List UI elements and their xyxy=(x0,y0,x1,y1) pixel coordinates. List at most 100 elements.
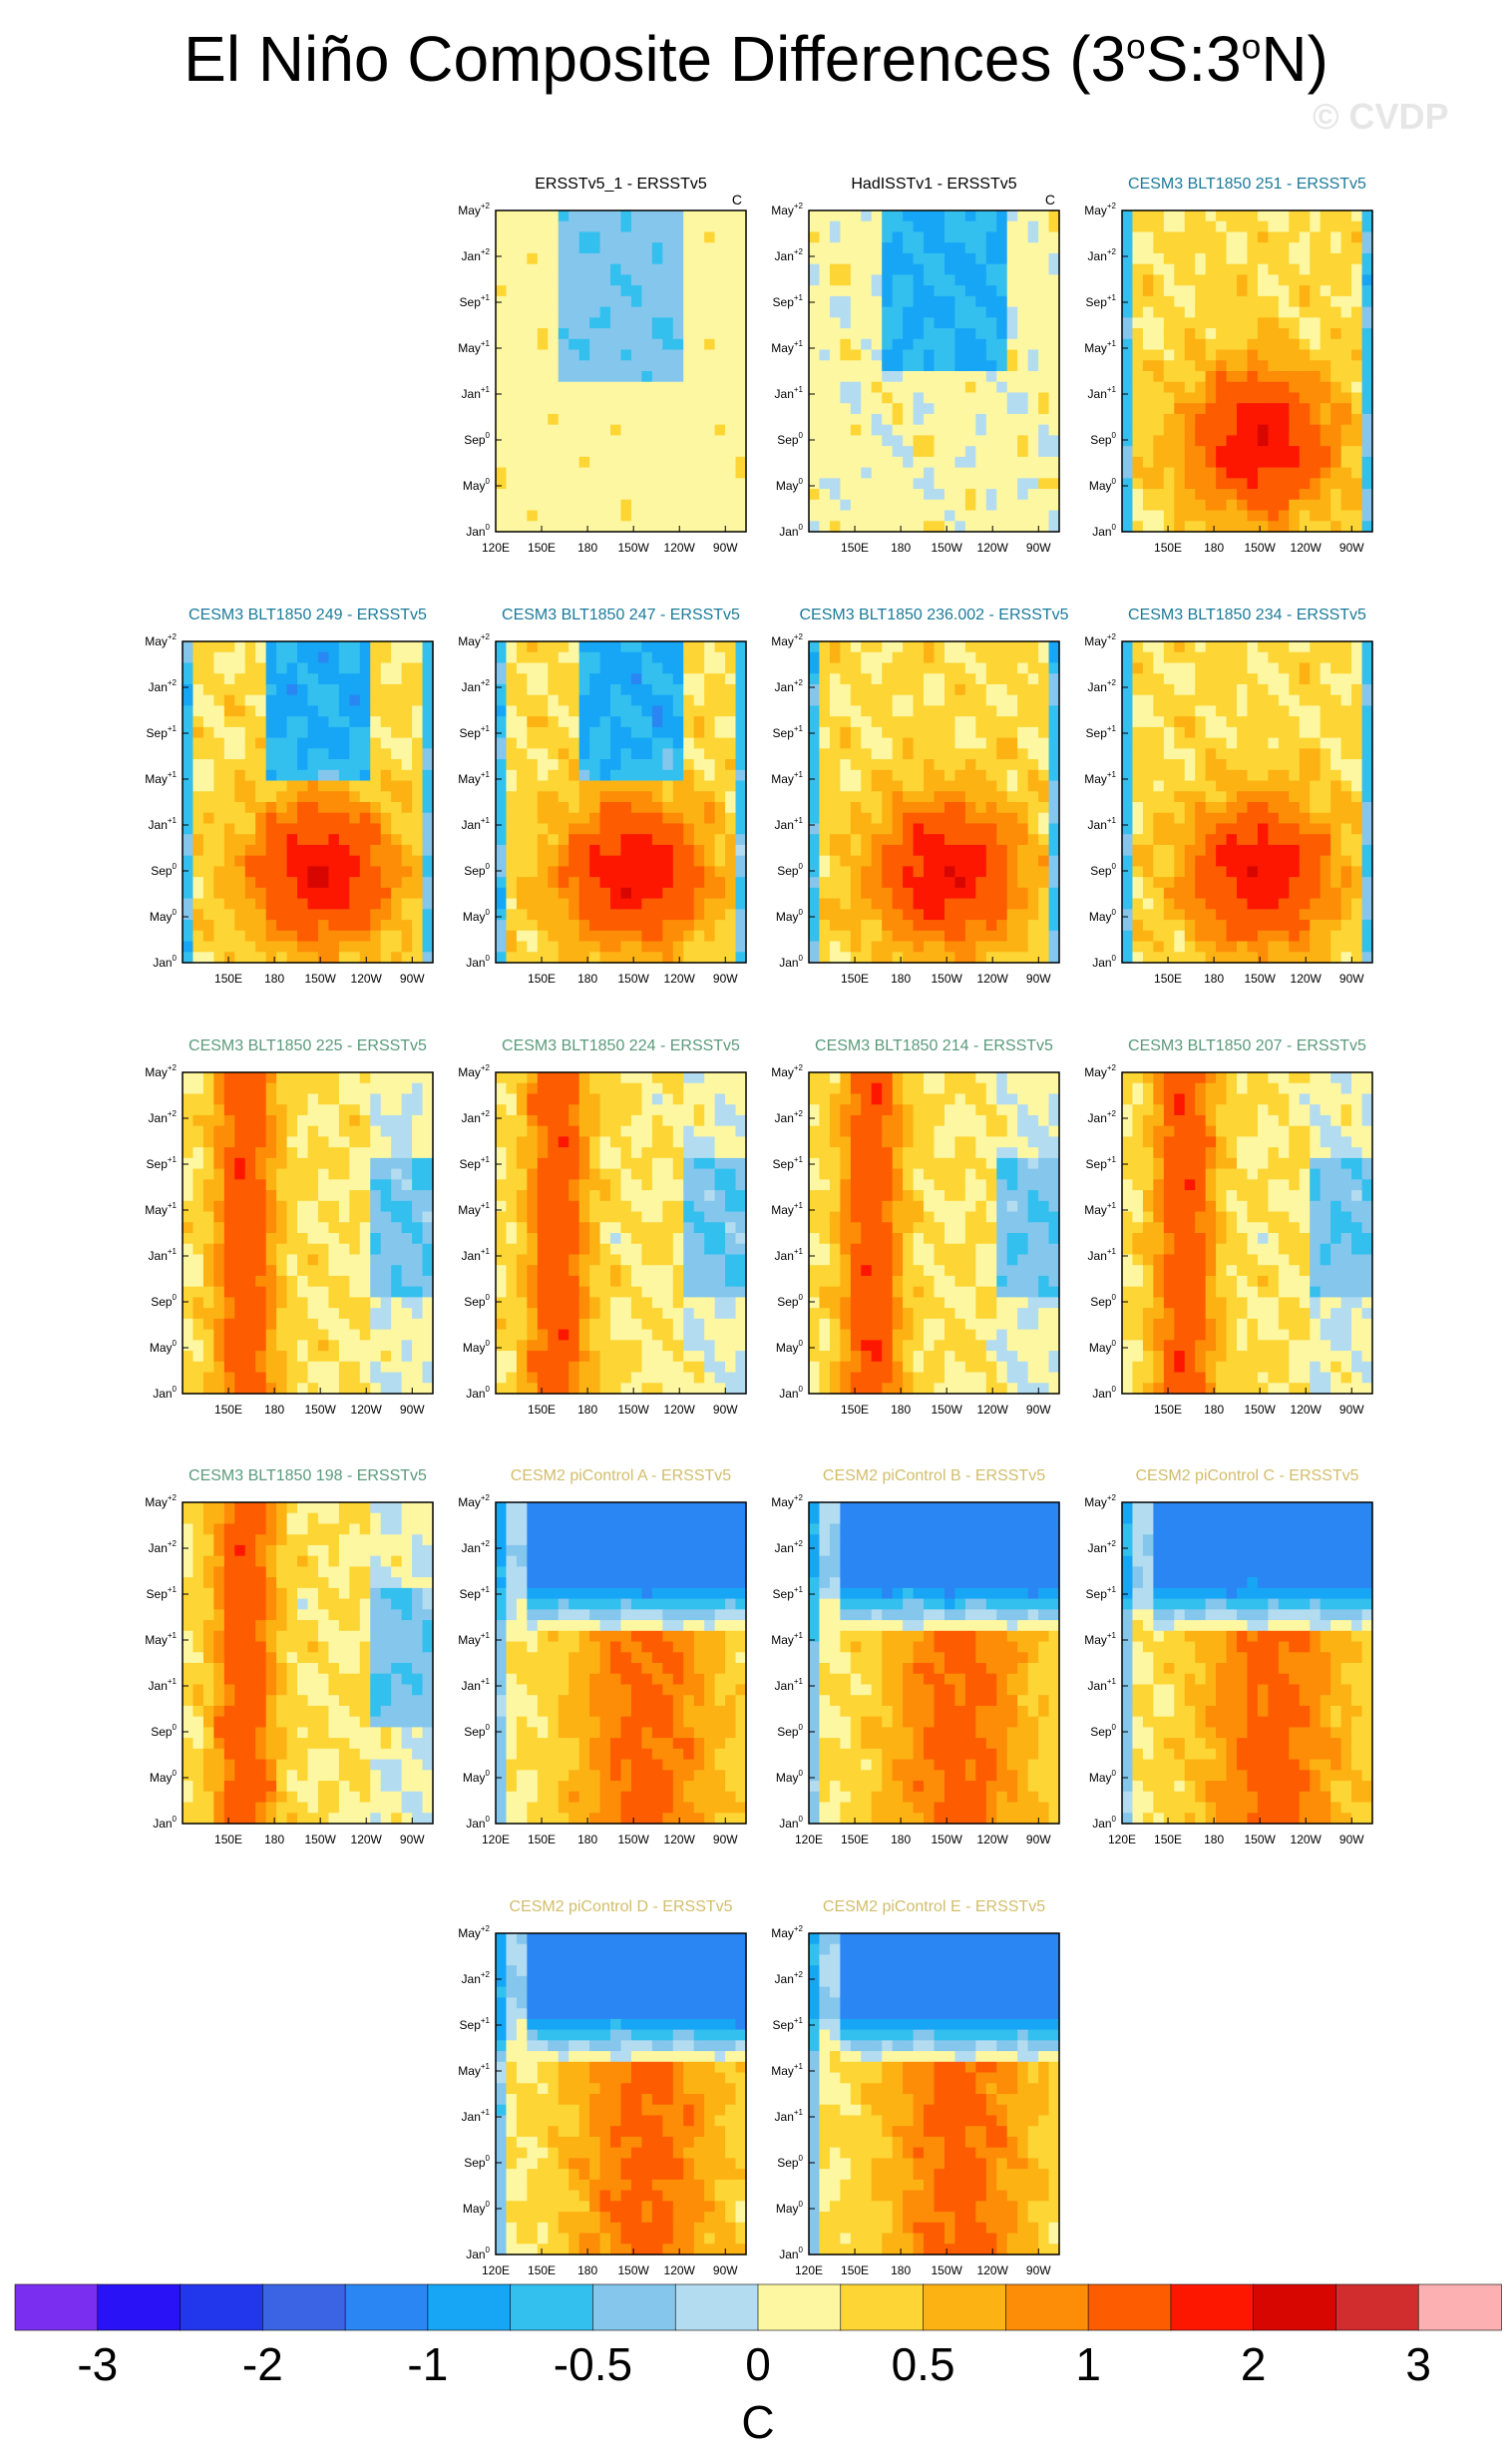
field-cell xyxy=(1174,780,1186,792)
field-cell xyxy=(1142,381,1154,394)
field-cell xyxy=(496,231,508,243)
field-cell xyxy=(558,435,569,447)
field-cell xyxy=(985,413,997,426)
field-cell xyxy=(338,748,350,760)
field-cell xyxy=(693,780,705,792)
field-cell xyxy=(589,285,601,297)
field-cell xyxy=(370,802,382,814)
field-cell xyxy=(850,360,862,372)
field-cell xyxy=(391,737,403,749)
field-cell xyxy=(589,489,601,501)
field-cell xyxy=(516,489,528,501)
field-cell xyxy=(1174,759,1186,771)
field-cell xyxy=(234,651,246,664)
field-cell xyxy=(297,780,309,792)
field-cell xyxy=(871,673,883,685)
field-cell xyxy=(359,683,371,696)
field-cell xyxy=(265,823,277,835)
field-cell xyxy=(568,769,580,782)
field-cell xyxy=(1122,952,1134,964)
y-tick-label: Jan0 xyxy=(153,954,177,970)
field-cell xyxy=(558,413,569,426)
field-cell xyxy=(809,435,821,447)
field-cell xyxy=(840,780,852,792)
field-cell xyxy=(1340,349,1352,361)
field-cell xyxy=(913,295,925,308)
field-cell xyxy=(620,673,632,685)
field-cell xyxy=(934,802,945,814)
field-cell xyxy=(537,435,549,447)
field-cell xyxy=(693,521,705,533)
field-cell xyxy=(422,941,434,953)
field-cell xyxy=(850,510,862,522)
field-cell xyxy=(1205,360,1217,372)
field-cell xyxy=(651,403,663,415)
field-cell xyxy=(651,360,663,372)
field-cell xyxy=(934,285,945,297)
field-cell xyxy=(683,855,695,867)
field-cell xyxy=(913,651,925,664)
field-cell xyxy=(903,662,915,674)
field-cell xyxy=(1320,521,1331,533)
field-cell xyxy=(558,909,569,921)
field-cell xyxy=(882,242,894,254)
field-cell xyxy=(683,866,695,878)
field-cell xyxy=(735,834,747,846)
field-cell xyxy=(809,403,821,415)
field-cell xyxy=(620,306,632,318)
field-cell xyxy=(1247,641,1259,653)
field-cell xyxy=(1299,521,1311,533)
field-cell xyxy=(610,360,622,372)
field-cell xyxy=(892,478,904,490)
field-cell xyxy=(924,306,936,318)
field-cell xyxy=(328,823,340,835)
field-cell xyxy=(496,866,508,878)
field-cell xyxy=(317,941,330,953)
field-cell xyxy=(1195,274,1207,286)
field-cell xyxy=(1132,683,1144,696)
field-cell xyxy=(349,812,361,825)
field-cell xyxy=(1006,349,1018,361)
field-cell xyxy=(819,844,831,857)
field-cell xyxy=(1174,812,1186,825)
field-cell xyxy=(1184,295,1196,308)
field-cell xyxy=(391,802,403,814)
field-cell xyxy=(276,855,288,867)
field-cell xyxy=(401,694,413,706)
field-cell xyxy=(1278,510,1290,522)
field-cell xyxy=(1257,694,1270,706)
field-cell xyxy=(840,887,852,900)
field-cell xyxy=(537,780,549,792)
field-cell xyxy=(1361,252,1373,265)
field-cell xyxy=(1006,252,1018,265)
field-cell xyxy=(422,651,434,664)
field-cell xyxy=(924,381,936,394)
field-cell xyxy=(1153,349,1165,361)
field-cell xyxy=(704,726,716,739)
field-cell xyxy=(1132,295,1144,308)
field-cell xyxy=(819,812,831,825)
field-cell xyxy=(1132,306,1144,318)
field-cell xyxy=(610,231,622,243)
field-cell xyxy=(1310,521,1322,533)
field-cell xyxy=(630,791,643,803)
field-cell xyxy=(422,930,434,943)
field-cell xyxy=(1163,220,1175,233)
field-cell xyxy=(1122,274,1134,286)
field-cell xyxy=(882,877,894,889)
field-cell xyxy=(1038,521,1050,533)
field-cell xyxy=(1320,274,1331,286)
field-cell xyxy=(809,748,821,760)
field-cell xyxy=(1361,285,1373,297)
field-cell xyxy=(954,424,966,436)
field-cell xyxy=(1153,716,1165,728)
field-cell xyxy=(412,683,424,696)
field-cell xyxy=(1226,737,1238,749)
field-cell xyxy=(527,673,539,685)
field-cell xyxy=(913,887,925,900)
field-cell xyxy=(996,252,1008,265)
field-cell xyxy=(704,920,716,932)
field-cell xyxy=(809,920,821,932)
field-cell xyxy=(223,716,235,728)
field-cell xyxy=(496,306,508,318)
